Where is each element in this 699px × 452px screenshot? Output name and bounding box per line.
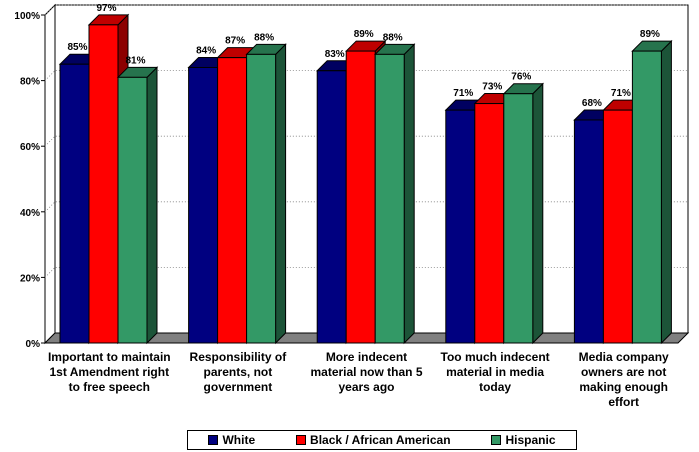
bar [246,53,277,344]
category-label-line: Too much indecent [440,350,550,364]
data-label: 76% [511,72,531,83]
bar [503,93,534,344]
legend: White Black / African American Hispanic [187,430,577,450]
y-tick-label: 80% [20,77,40,88]
category-label: More indecent material now than 5 years ag… [297,350,437,395]
legend-item-hispanic: Hispanic [491,433,556,447]
bar [602,109,633,344]
data-label: 73% [482,82,502,93]
category-label-line: making enough [579,380,669,394]
data-label: 68% [582,98,602,109]
data-label: 97% [96,3,116,14]
bar [188,66,219,344]
bar-side [275,43,287,345]
category-label: Responsibility of parents, not government [168,350,308,395]
category-label-line: 1st Amendment right [49,365,170,379]
category-label-line: parents, not [203,365,273,379]
category-label-line: today [479,380,512,394]
category-label-line: material now than 5 [310,365,423,379]
data-label: 88% [383,32,403,43]
bar [117,76,148,344]
bar [445,109,476,344]
bar [573,119,604,344]
category-label: Too much indecent material in media today [425,350,565,395]
y-tick-label: 0% [26,339,41,350]
data-label: 71% [611,88,631,99]
category-label-line: effort [608,395,640,409]
category-label-line: material in media [446,365,545,379]
bar-side [146,66,158,345]
bar [59,63,90,344]
data-label: 87% [225,36,245,47]
y-tick-label: 100% [14,11,40,22]
data-label: 81% [125,55,145,66]
legend-label-black: Black / African American [310,433,451,447]
legend-label-white: White [222,433,256,447]
bar [88,24,119,344]
data-label: 89% [640,29,660,40]
bar [345,50,376,344]
category-label-line: government [203,380,273,394]
category-label-line: Media company [578,350,669,364]
legend-swatch-white [208,435,219,445]
data-label: 85% [67,42,87,53]
data-label: 84% [196,45,216,56]
legend-swatch-hispanic [491,435,502,445]
category-label-line: Responsibility of [189,350,287,364]
category-label-line: to free speech [68,380,150,394]
y-tick-label: 40% [20,208,40,219]
bar [631,50,662,344]
legend-item-white: White [208,433,255,447]
bar [474,103,505,344]
bar [217,57,248,344]
bar-side [532,82,544,345]
bar [374,53,405,344]
bar-side [403,43,415,345]
bar-side [660,39,672,345]
category-label: Media company owners are not making enough… [554,350,694,410]
y-tick-label: 60% [20,142,40,153]
data-label: 89% [354,29,374,40]
y-tick-label: 20% [20,273,40,284]
legend-item-black: Black / African American [296,433,451,447]
category-label-line: More indecent [325,350,408,364]
bar [316,70,347,344]
data-label: 83% [325,49,345,60]
data-label: 71% [453,88,473,99]
side-wall [44,3,56,345]
category-label-line: Important to maintain [47,350,171,364]
legend-swatch-black [296,435,307,445]
category-label-line: years ago [338,380,395,394]
category-label-line: owners are not [581,365,667,379]
data-label: 88% [254,32,274,43]
legend-label-hispanic: Hispanic [505,433,556,447]
category-label: Important to maintain 1st Amendment right… [39,350,179,395]
